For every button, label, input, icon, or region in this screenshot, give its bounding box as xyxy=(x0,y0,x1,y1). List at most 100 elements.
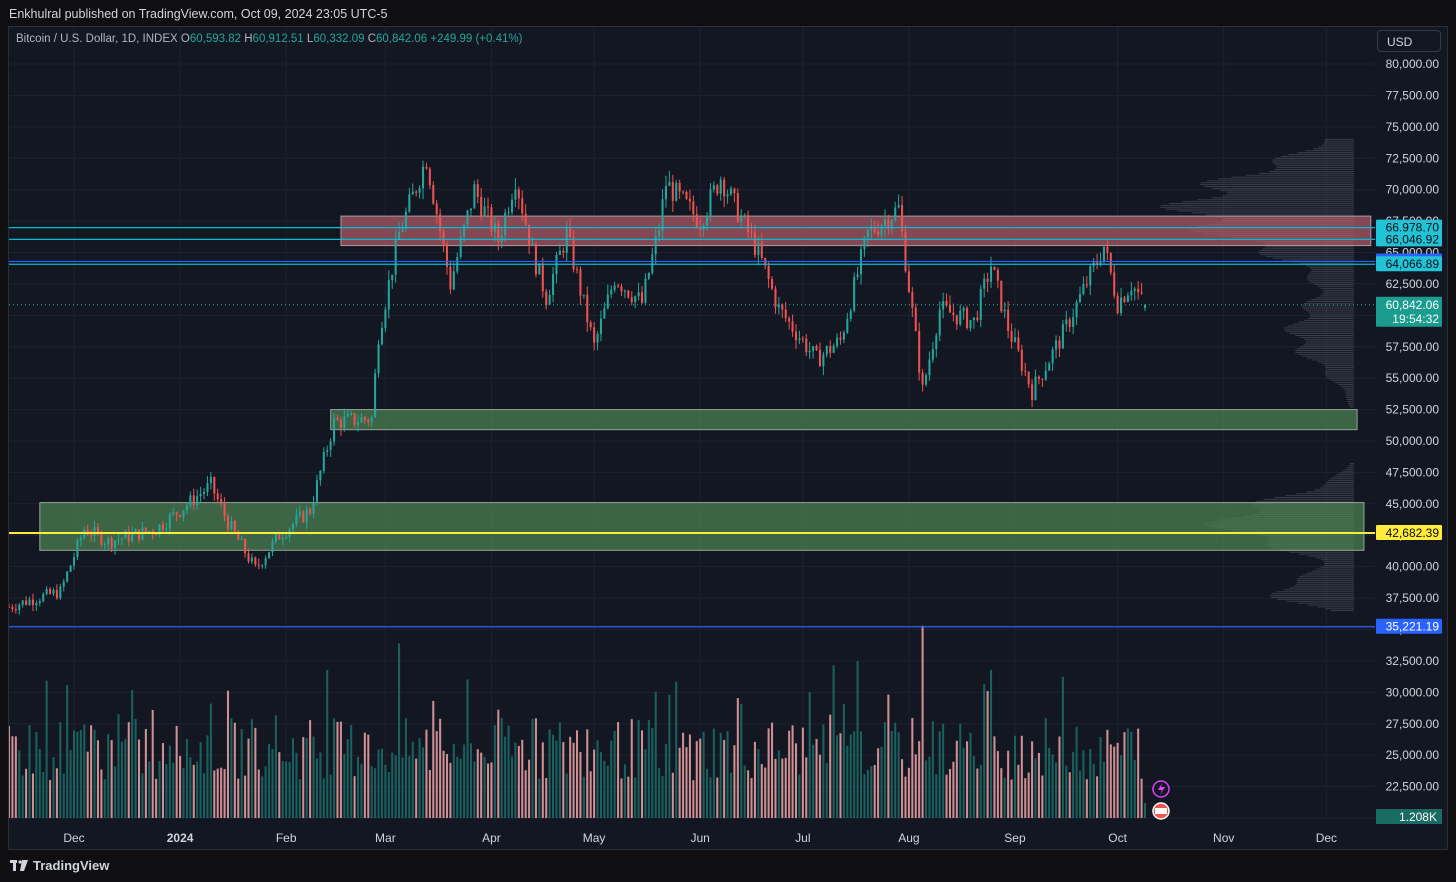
candle[interactable] xyxy=(213,476,216,494)
candle[interactable] xyxy=(668,182,671,186)
candle[interactable] xyxy=(14,609,17,611)
candle[interactable] xyxy=(733,188,736,194)
candle[interactable] xyxy=(418,188,421,193)
candle[interactable] xyxy=(928,359,931,376)
candle[interactable] xyxy=(55,589,58,599)
candle[interactable] xyxy=(360,417,363,423)
candle[interactable] xyxy=(514,189,517,200)
candle[interactable] xyxy=(938,309,941,336)
candle[interactable] xyxy=(504,212,507,236)
candle[interactable] xyxy=(856,274,859,277)
candle[interactable] xyxy=(459,237,462,258)
candle[interactable] xyxy=(72,557,76,566)
candle[interactable] xyxy=(712,185,715,190)
candle[interactable] xyxy=(1126,295,1129,302)
candle[interactable] xyxy=(319,470,322,481)
candle[interactable] xyxy=(945,301,948,306)
candle[interactable] xyxy=(172,512,175,515)
candle[interactable] xyxy=(1109,252,1112,273)
candle[interactable] xyxy=(558,250,561,255)
candle[interactable] xyxy=(144,527,147,532)
candle[interactable] xyxy=(531,244,534,246)
candle[interactable] xyxy=(329,441,332,451)
candle[interactable] xyxy=(155,533,158,535)
candle[interactable] xyxy=(849,310,852,319)
candle[interactable] xyxy=(110,538,113,548)
candle[interactable] xyxy=(254,557,257,565)
candle[interactable] xyxy=(291,524,295,530)
candle[interactable] xyxy=(1027,371,1030,385)
candle[interactable] xyxy=(134,529,137,533)
candle[interactable] xyxy=(863,237,866,250)
candle[interactable] xyxy=(1123,297,1126,302)
candle[interactable] xyxy=(466,210,469,225)
candle[interactable] xyxy=(805,338,808,353)
candle[interactable] xyxy=(1031,384,1034,401)
candle[interactable] xyxy=(226,516,230,530)
candle[interactable] xyxy=(445,244,449,267)
candle[interactable] xyxy=(387,280,390,310)
candle[interactable] xyxy=(771,279,774,289)
candle[interactable] xyxy=(955,314,958,325)
candle[interactable] xyxy=(654,235,657,255)
candle[interactable] xyxy=(298,511,301,516)
candle[interactable] xyxy=(237,531,240,540)
chart-frame[interactable]: 80,000.00 77,500.00 75,000.00 72,500.00 70,0… xyxy=(8,26,1448,850)
candle[interactable] xyxy=(924,375,928,385)
demand-zone[interactable] xyxy=(39,502,1365,551)
candle[interactable] xyxy=(801,338,804,340)
candle[interactable] xyxy=(233,521,236,532)
candle[interactable] xyxy=(281,538,284,540)
candle[interactable] xyxy=(931,349,934,360)
candle[interactable] xyxy=(21,600,24,605)
candle[interactable] xyxy=(877,231,880,235)
candle[interactable] xyxy=(487,206,490,208)
candle[interactable] xyxy=(887,219,890,229)
candle[interactable] xyxy=(435,203,438,215)
candle[interactable] xyxy=(534,244,537,275)
candle[interactable] xyxy=(716,185,719,194)
candle[interactable] xyxy=(575,269,579,271)
candle[interactable] xyxy=(38,601,41,604)
candle[interactable] xyxy=(346,414,349,417)
candle[interactable] xyxy=(709,189,712,216)
candle[interactable] xyxy=(593,327,596,343)
candle[interactable] xyxy=(353,413,356,425)
candle[interactable] xyxy=(1037,376,1040,379)
candle[interactable] xyxy=(261,565,264,567)
candle[interactable] xyxy=(743,215,746,217)
candle[interactable] xyxy=(579,269,582,296)
candle[interactable] xyxy=(1072,317,1075,328)
candle[interactable] xyxy=(620,286,623,292)
candle[interactable] xyxy=(586,294,589,323)
candle[interactable] xyxy=(103,543,106,546)
candle[interactable] xyxy=(339,419,342,428)
candle[interactable] xyxy=(873,226,876,232)
candle[interactable] xyxy=(774,288,777,308)
candle[interactable] xyxy=(767,265,770,280)
candle[interactable] xyxy=(747,215,750,232)
candle[interactable] xyxy=(699,226,702,230)
candle[interactable] xyxy=(315,480,318,504)
candle[interactable] xyxy=(1099,261,1102,264)
resistance-zone[interactable] xyxy=(340,215,1372,247)
candle[interactable] xyxy=(617,285,620,287)
candle[interactable] xyxy=(760,242,763,258)
candle[interactable] xyxy=(278,534,281,540)
candle[interactable] xyxy=(962,308,965,311)
candle[interactable] xyxy=(240,539,243,541)
candle[interactable] xyxy=(374,373,377,418)
candle[interactable] xyxy=(726,194,729,197)
candle[interactable] xyxy=(661,199,664,231)
candle[interactable] xyxy=(976,317,979,320)
candle[interactable] xyxy=(798,338,801,341)
candle[interactable] xyxy=(552,274,555,295)
candle[interactable] xyxy=(750,231,753,233)
candle[interactable] xyxy=(794,331,798,341)
candle[interactable] xyxy=(538,263,541,275)
candle[interactable] xyxy=(179,515,182,517)
candle[interactable] xyxy=(1044,370,1047,380)
candle[interactable] xyxy=(271,541,274,553)
candle[interactable] xyxy=(66,571,69,582)
candle[interactable] xyxy=(117,539,120,541)
